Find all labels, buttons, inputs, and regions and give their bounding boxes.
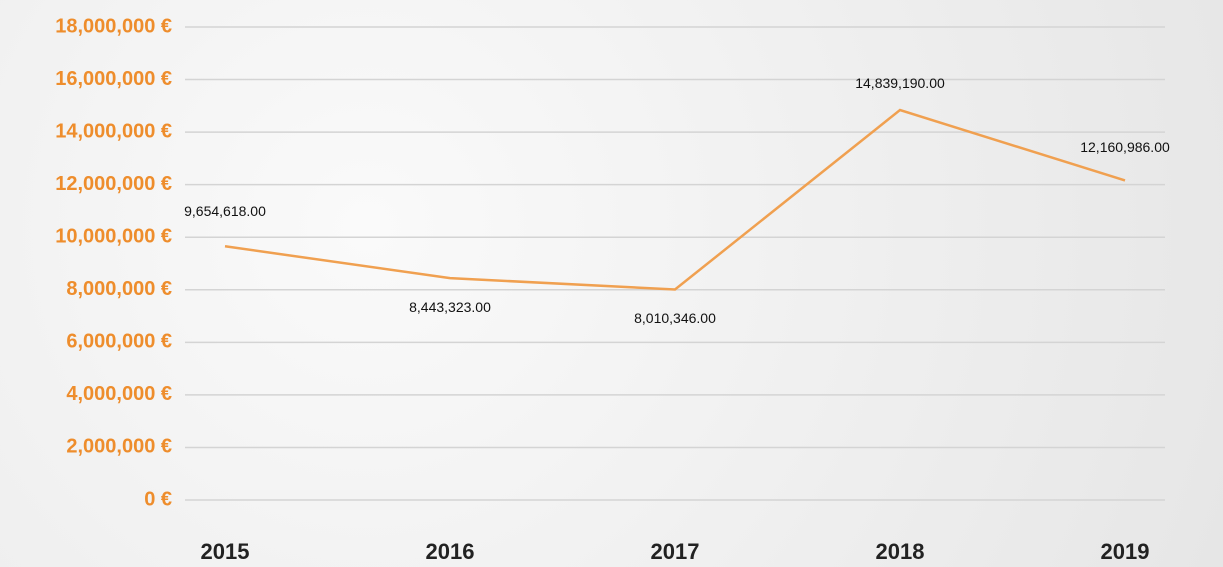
x-tick-label: 2016 (426, 539, 475, 564)
x-tick-label: 2019 (1101, 539, 1150, 564)
data-label: 9,654,618.00 (184, 203, 266, 219)
y-tick-label: 8,000,000 € (66, 278, 172, 300)
y-tick-label: 12,000,000 € (55, 173, 172, 195)
x-tick-label: 2017 (651, 539, 700, 564)
data-label: 12,160,986.00 (1080, 139, 1170, 155)
y-tick-label: 6,000,000 € (66, 331, 172, 353)
x-tick-label: 2015 (201, 539, 250, 564)
data-label: 14,839,190.00 (855, 75, 945, 91)
data-line (224, 108, 1126, 291)
y-tick-label: 0 € (144, 488, 172, 510)
y-tick-label: 4,000,000 € (66, 383, 172, 405)
y-tick-label: 2,000,000 € (66, 436, 172, 458)
data-label: 8,010,346.00 (634, 310, 716, 326)
data-label: 8,443,323.00 (409, 299, 491, 315)
y-tick-label: 16,000,000 € (55, 68, 172, 90)
x-tick-label: 2018 (876, 539, 925, 564)
y-tick-label: 14,000,000 € (55, 120, 172, 142)
y-tick-label: 18,000,000 € (55, 15, 172, 37)
y-tick-label: 10,000,000 € (55, 226, 172, 248)
